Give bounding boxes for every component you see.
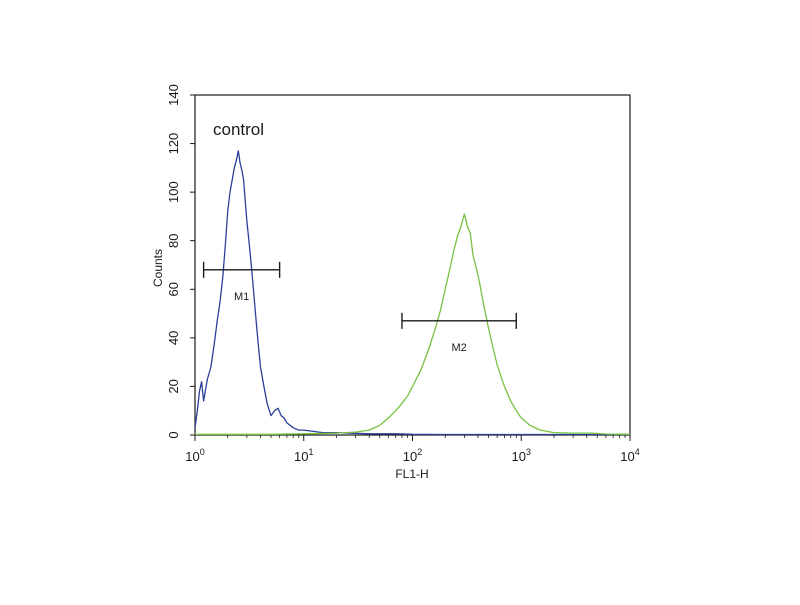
plot-frame bbox=[194, 94, 631, 436]
y-tick-label: 0 bbox=[166, 431, 181, 438]
marker-layer: M1 M2 bbox=[202, 261, 517, 354]
y-tick-label: 140 bbox=[166, 84, 181, 106]
x-tick-label: 103 bbox=[512, 447, 531, 464]
x-axis-label: FL1-H bbox=[395, 467, 428, 481]
series-layer bbox=[194, 150, 631, 436]
y-tick-label: 80 bbox=[166, 233, 181, 247]
marker-m1-label: M1 bbox=[234, 291, 249, 303]
x-tick-label: 100 bbox=[185, 447, 204, 464]
x-tick-label: 101 bbox=[294, 447, 313, 464]
control-annotation: control bbox=[213, 120, 264, 139]
y-tick-label: 120 bbox=[166, 133, 181, 155]
x-tick-label: 102 bbox=[403, 447, 422, 464]
x-tick-label: 104 bbox=[620, 447, 639, 464]
y-tick-label: 100 bbox=[166, 181, 181, 203]
marker-m2-label: M2 bbox=[451, 342, 466, 354]
histogram-series-1 bbox=[194, 150, 630, 436]
histogram-series-2 bbox=[195, 213, 631, 435]
y-tick-label: 60 bbox=[166, 282, 181, 296]
y-tick-label: 20 bbox=[166, 379, 181, 393]
x-axis: 100 101 102 103 104 bbox=[185, 435, 640, 464]
y-axis-label: Counts bbox=[151, 249, 165, 287]
y-axis: 0 20 40 60 80 100 120 140 bbox=[166, 84, 195, 439]
y-tick-label: 40 bbox=[166, 331, 181, 345]
